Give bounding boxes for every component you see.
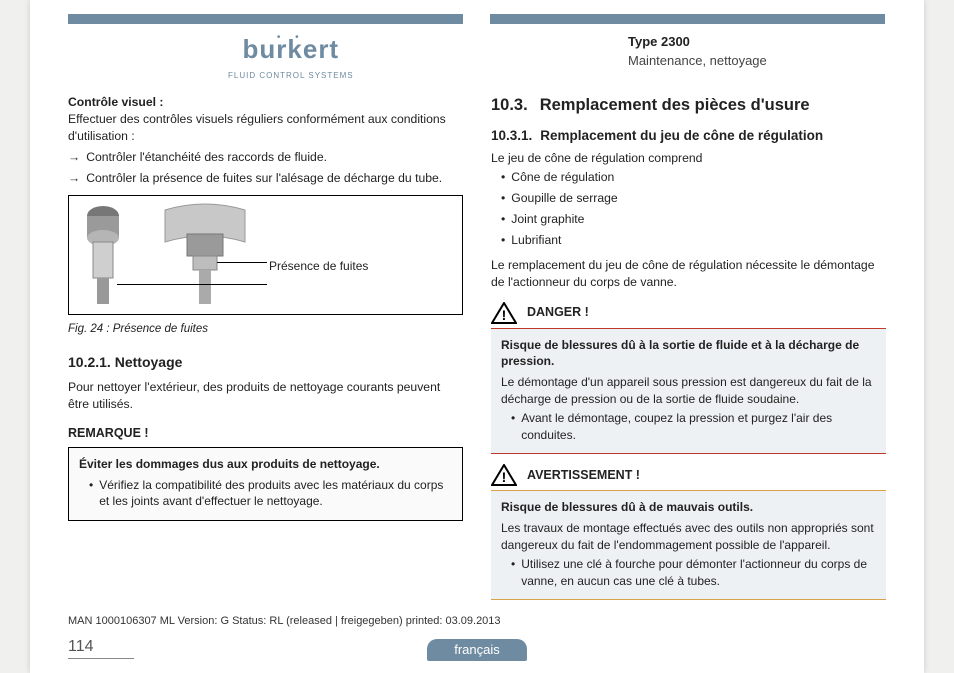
footer-strip: MAN 1000106307 ML Version: G Status: RL … <box>68 615 886 627</box>
danger-lead: Risque de blessures dû à la sortie de fl… <box>501 337 876 371</box>
warn-item-text: Utilisez une clé à fourche pour démonter… <box>521 556 876 590</box>
list-item-text: Goupille de serrage <box>511 190 617 207</box>
header: • • burkert FLUID CONTROL SYSTEMS Type 2… <box>68 14 886 94</box>
header-right: Type 2300 Maintenance, nettoyage <box>628 34 767 68</box>
bullet-icon: • <box>511 410 515 444</box>
figure-caption: Fig. 24 : Présence de fuites <box>68 321 463 337</box>
columns: Contrôle visuel : Effectuer des contrôle… <box>68 94 886 600</box>
list-item: • Joint graphite <box>501 211 674 228</box>
logo-sub: FLUID CONTROL SYSTEMS <box>228 71 354 80</box>
arrow-icon: → <box>68 149 80 166</box>
figure-label: Présence de fuites <box>269 258 368 275</box>
remark-title: REMARQUE ! <box>68 425 463 443</box>
heading-subsection: 10.3.1. Remplacement du jeu de cône de r… <box>491 127 886 146</box>
callout-line <box>217 262 267 263</box>
danger-head: ! DANGER ! <box>491 302 886 324</box>
warn-item: • Utilisez une clé à fourche pour démont… <box>501 556 876 590</box>
visual-item: → Contrôler l'étanchéité des raccords de… <box>68 149 463 166</box>
warn-box: Risque de blessures dû à de mauvais outi… <box>491 490 886 600</box>
heading-section: 10.3. Remplacement des pièces d'usure <box>491 94 886 117</box>
danger-text: Le démontage d'un appareil sous pression… <box>501 374 876 408</box>
remark-item: • Vérifiez la compatibilité des produits… <box>79 477 452 511</box>
language-tab: français <box>427 639 527 661</box>
header-bar-left <box>68 14 463 24</box>
logo-word: burkert <box>243 34 340 64</box>
arrow-icon: → <box>68 170 80 187</box>
list-item: • Cône de régulation <box>501 169 674 186</box>
list-item: • Lubrifiant <box>501 232 674 249</box>
intro1: Le jeu de cône de régulation comprend <box>491 150 886 167</box>
warning-triangle-icon: ! <box>491 464 517 486</box>
col-left: Contrôle visuel : Effectuer des contrôle… <box>68 94 463 600</box>
type-label: Type 2300 <box>628 34 767 49</box>
warn-text: Les travaux de montage effectués avec de… <box>501 520 876 554</box>
danger-item-text: Avant le démontage, coupez la pression e… <box>521 410 876 444</box>
visual-intro: Effectuer des contrôles visuels régulier… <box>68 111 463 145</box>
remark-item-text: Vérifiez la compatibilité des produits a… <box>99 477 452 511</box>
danger-item: • Avant le démontage, coupez la pression… <box>501 410 876 444</box>
section-label: Maintenance, nettoyage <box>628 53 767 68</box>
intro2: Le remplacement du jeu de cône de régula… <box>491 257 886 291</box>
list-item-text: Joint graphite <box>511 211 584 228</box>
heading-section-text: Remplacement des pièces d'usure <box>540 94 810 117</box>
component-list: • Cône de régulation • Goupille de serrage… <box>491 167 886 251</box>
heading-num: 10.2.1. <box>68 354 111 370</box>
remark-lead: Éviter les dommages dus aux produits de … <box>79 456 452 473</box>
heading-sub-num: 10.3.1. <box>491 127 532 146</box>
col-right: 10.3. Remplacement des pièces d'usure 10… <box>491 94 886 600</box>
warning-triangle-icon: ! <box>491 302 517 324</box>
svg-text:!: ! <box>502 307 507 323</box>
page: • • burkert FLUID CONTROL SYSTEMS Type 2… <box>30 0 924 673</box>
clean-text: Pour nettoyer l'extérieur, des produits … <box>68 379 463 413</box>
figure-box: Présence de fuites <box>68 195 463 315</box>
visual-item-text: Contrôler la présence de fuites sur l'al… <box>86 170 442 187</box>
bullet-icon: • <box>501 169 505 186</box>
visual-title: Contrôle visuel : <box>68 94 463 111</box>
bullet-icon: • <box>501 232 505 249</box>
bullet-icon: • <box>501 190 505 207</box>
danger-box: Risque de blessures dû à la sortie de fl… <box>491 328 886 455</box>
heading-sub-text: Remplacement du jeu de cône de régulatio… <box>540 127 823 146</box>
logo: • • burkert FLUID CONTROL SYSTEMS <box>228 36 354 83</box>
bullet-icon: • <box>501 211 505 228</box>
danger-title: DANGER ! <box>527 304 589 322</box>
heading-text: Nettoyage <box>115 354 183 370</box>
list-item-text: Lubrifiant <box>511 232 561 249</box>
bullet-icon: • <box>511 556 515 590</box>
visual-item: → Contrôler la présence de fuites sur l'… <box>68 170 463 187</box>
warn-lead: Risque de blessures dû à de mauvais outi… <box>501 499 876 516</box>
heading-nettoyage: 10.2.1. Nettoyage <box>68 353 463 373</box>
list-item: • Goupille de serrage <box>501 190 674 207</box>
page-number: 114 <box>68 638 134 659</box>
svg-text:!: ! <box>502 469 507 485</box>
callout-line <box>117 284 267 285</box>
list-item-text: Cône de régulation <box>511 169 614 186</box>
bullet-icon: • <box>89 477 93 511</box>
visual-item-text: Contrôler l'étanchéité des raccords de f… <box>86 149 327 166</box>
heading-section-num: 10.3. <box>491 94 528 117</box>
remark-box: Éviter les dommages dus aux produits de … <box>68 447 463 521</box>
warn-head: ! AVERTISSEMENT ! <box>491 464 886 486</box>
warn-title: AVERTISSEMENT ! <box>527 467 640 485</box>
figure-svg <box>75 202 255 310</box>
header-bar-right <box>490 14 885 24</box>
